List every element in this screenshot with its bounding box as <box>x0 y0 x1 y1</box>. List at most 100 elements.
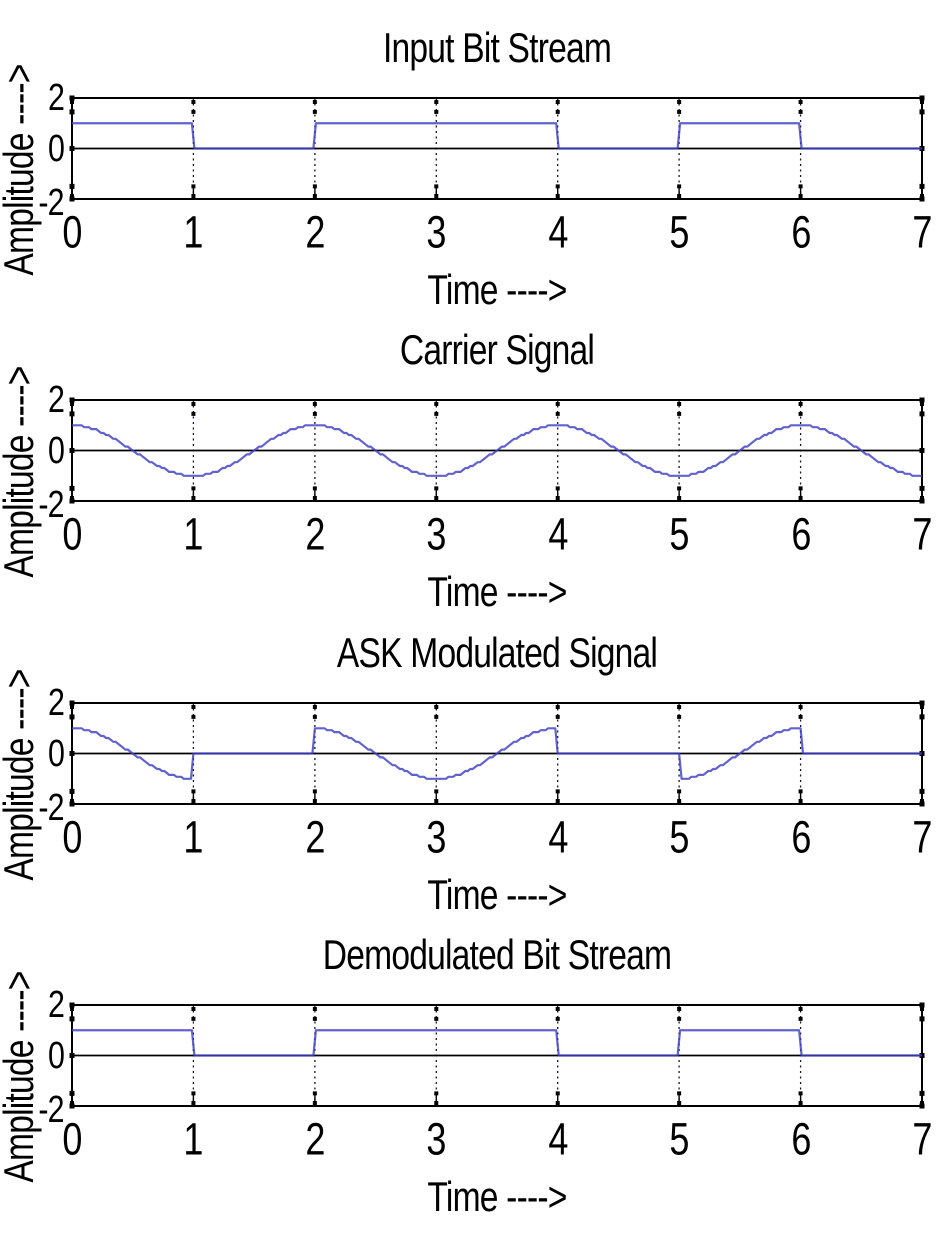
plot-title: Demodulated Bit Stream <box>322 931 672 978</box>
y-tick-label: 0 <box>47 429 65 472</box>
subplot-2: ASK Modulated Signal Amplitude ----> Time … <box>0 605 950 916</box>
tick-mark <box>677 184 682 189</box>
tick-mark <box>920 402 924 406</box>
tick-mark <box>312 1101 317 1105</box>
tick-mark <box>191 714 196 719</box>
tick-mark <box>677 705 682 709</box>
tick-mark <box>312 486 317 491</box>
x-tick-label: 4 <box>548 508 568 560</box>
x-tick-label: 0 <box>62 811 82 863</box>
tick-mark <box>555 1007 560 1011</box>
y-tick-label: 0 <box>47 127 65 170</box>
tick-mark <box>312 411 317 416</box>
tick-mark <box>555 184 560 189</box>
signal-trace-bits <box>72 122 922 150</box>
tick-mark <box>434 705 439 709</box>
x-tick-label: 1 <box>183 508 204 560</box>
tick-mark <box>798 109 803 114</box>
x-tick-label: 3 <box>426 206 447 258</box>
tick-mark <box>920 100 924 104</box>
tick-mark <box>677 411 682 416</box>
tick-mark <box>919 95 925 101</box>
tick-mark <box>191 1016 196 1021</box>
tick-mark <box>434 714 439 719</box>
plot-area <box>69 1002 925 1109</box>
y-tick-label: 0 <box>47 1034 65 1077</box>
x-tick-label: 3 <box>426 811 447 863</box>
tick-mark <box>434 799 439 803</box>
tick-mark <box>69 714 75 720</box>
tick-mark <box>919 801 925 807</box>
tick-mark <box>919 788 925 794</box>
tick-mark <box>191 184 196 189</box>
tick-mark <box>555 486 560 491</box>
y-tick-label: 2 <box>47 379 65 421</box>
tick-mark <box>555 789 560 794</box>
tick-mark <box>555 714 560 719</box>
x-tick-label: 5 <box>669 508 689 560</box>
tick-mark <box>70 799 74 803</box>
tick-mark <box>70 705 74 709</box>
tick-mark <box>919 498 925 504</box>
tick-mark <box>798 100 803 104</box>
tick-mark <box>919 700 925 706</box>
x-tick-label: 7 <box>912 508 932 560</box>
tick-mark <box>919 109 925 115</box>
tick-mark <box>677 799 682 803</box>
tick-mark <box>555 1101 560 1105</box>
tick-mark <box>555 194 560 198</box>
tick-mark <box>434 486 439 491</box>
tick-mark <box>919 1103 925 1109</box>
y-tick-label: -2 <box>38 1089 65 1131</box>
tick-mark <box>434 1101 439 1105</box>
tick-mark <box>919 1090 925 1096</box>
tick-mark <box>70 194 74 198</box>
x-tick-label: 4 <box>548 206 568 258</box>
tick-mark <box>69 397 75 403</box>
x-tick-label: 5 <box>669 811 689 863</box>
y-tick-label: -2 <box>38 182 65 224</box>
x-axis-label: Time ----> <box>427 1173 567 1220</box>
tick-mark <box>191 1091 196 1096</box>
tick-mark <box>434 1016 439 1021</box>
tick-mark <box>798 1091 803 1096</box>
y-axis-label: Amplitude ----> <box>0 64 42 276</box>
y-tick-label: 0 <box>47 732 65 775</box>
tick-mark <box>69 1090 75 1096</box>
signal-trace-bits <box>72 1029 922 1057</box>
tick-mark <box>919 714 925 720</box>
tick-mark <box>919 1002 925 1008</box>
tick-mark <box>555 402 560 406</box>
plot-area <box>69 397 925 504</box>
y-axis-label: Amplitude ----> <box>0 366 42 578</box>
x-tick-label: 1 <box>183 1113 204 1165</box>
x-axis-label: Time ----> <box>427 871 567 918</box>
tick-mark <box>312 194 317 198</box>
tick-mark <box>69 751 75 756</box>
tick-mark <box>798 1007 803 1011</box>
tick-mark <box>312 799 317 803</box>
tick-mark <box>434 1091 439 1096</box>
tick-mark <box>555 109 560 114</box>
tick-mark <box>798 714 803 719</box>
y-axis-label: Amplitude ----> <box>0 669 42 881</box>
tick-mark <box>191 496 196 500</box>
tick-mark <box>677 402 682 406</box>
tick-mark <box>70 1007 74 1011</box>
y-tick-label: 2 <box>47 77 65 119</box>
tick-mark <box>677 789 682 794</box>
tick-mark <box>312 1007 317 1011</box>
tick-mark <box>798 789 803 794</box>
tick-mark <box>69 1016 75 1022</box>
tick-mark <box>191 705 196 709</box>
tick-mark <box>191 789 196 794</box>
tick-mark <box>70 496 74 500</box>
tick-mark <box>919 183 925 189</box>
x-tick-label: 6 <box>790 508 811 560</box>
tick-mark <box>69 1103 75 1109</box>
tick-mark <box>191 486 196 491</box>
y-tick-label: 2 <box>47 984 65 1026</box>
tick-mark <box>312 109 317 114</box>
tick-mark <box>919 397 925 403</box>
tick-mark <box>555 705 560 709</box>
